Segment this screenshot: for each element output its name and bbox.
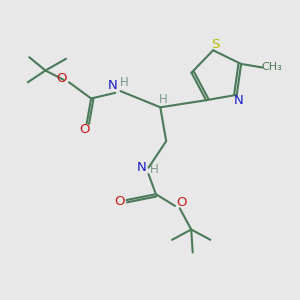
Text: N: N [137, 161, 147, 174]
Text: H: H [120, 76, 128, 89]
Text: H: H [159, 93, 168, 106]
Text: H: H [150, 163, 159, 176]
Text: O: O [56, 72, 67, 85]
Text: CH₃: CH₃ [261, 62, 282, 72]
Text: N: N [107, 79, 117, 92]
Text: O: O [79, 124, 90, 136]
Text: S: S [211, 38, 219, 52]
Text: O: O [176, 196, 187, 209]
Text: N: N [233, 94, 243, 107]
Text: O: O [115, 195, 125, 208]
